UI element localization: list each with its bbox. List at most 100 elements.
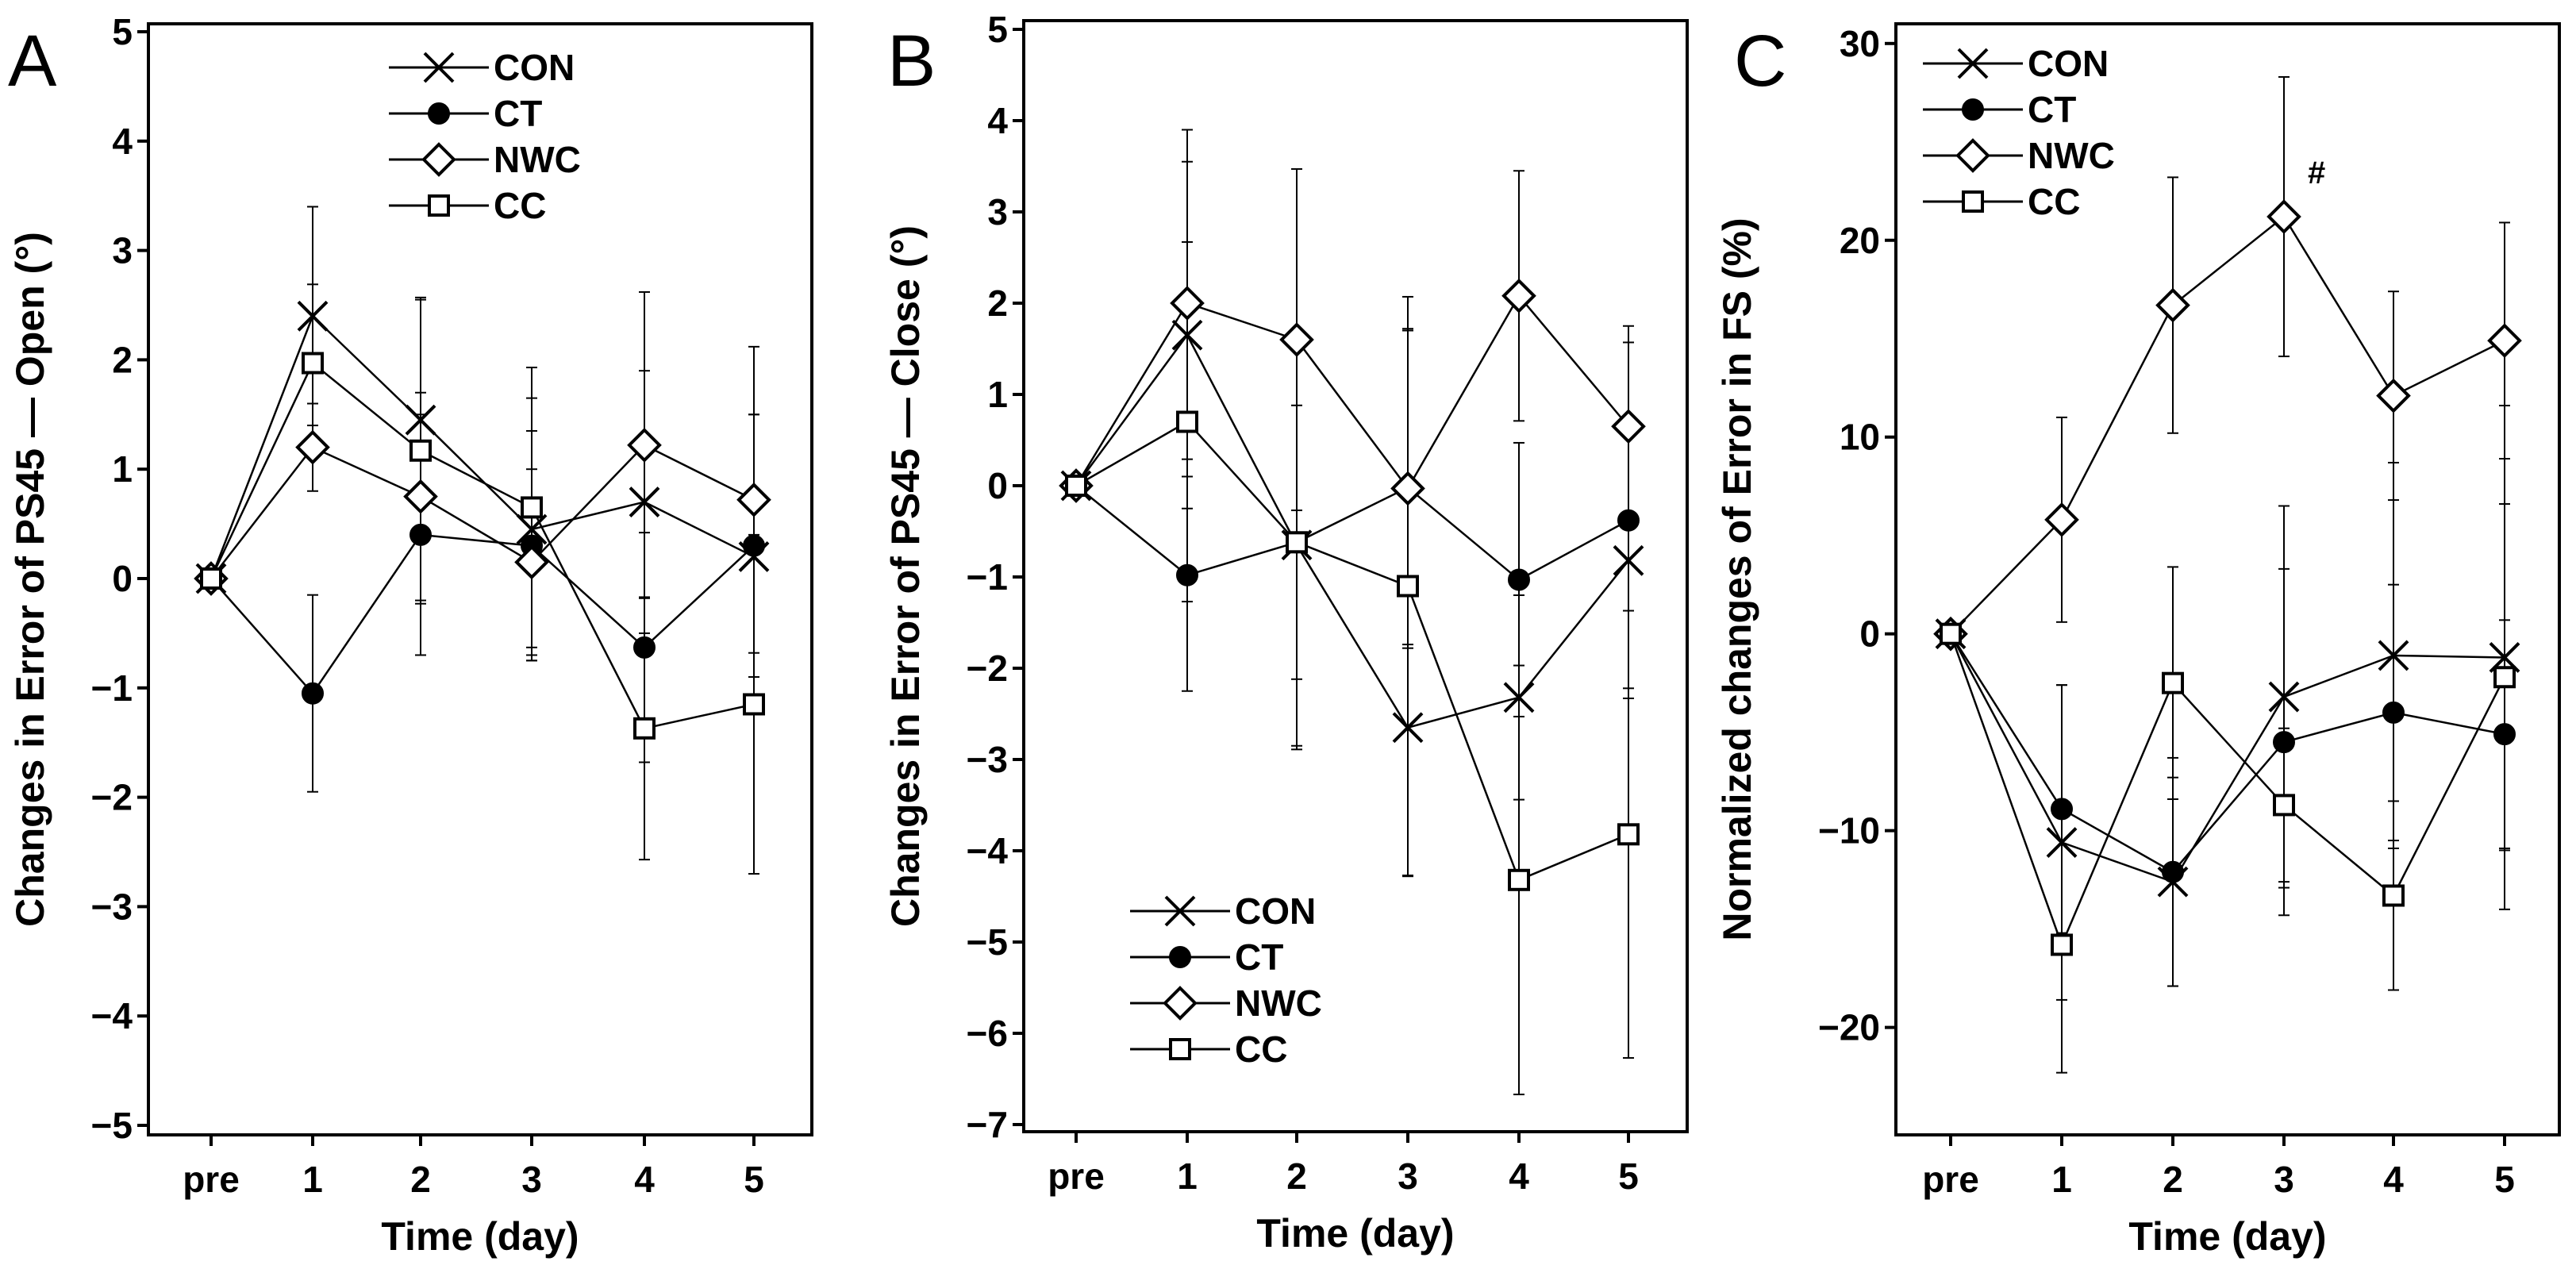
error-bars-con xyxy=(307,206,759,700)
series-line-cc xyxy=(1075,420,1629,882)
series-line-nwc xyxy=(1950,215,2505,635)
x-tick-label: 3 xyxy=(1398,1156,1418,1197)
y-axis-label: Changes in Error of PS45 — Close (°) xyxy=(883,225,928,927)
series-markers-con xyxy=(195,300,770,594)
y-tick-label: 1 xyxy=(987,374,1008,415)
y-axis-label: Changes in Error of PS45 — Open (°) xyxy=(8,232,52,927)
legend-label: CT xyxy=(494,93,542,134)
data-point-nwc xyxy=(2487,323,2522,359)
data-point-cc xyxy=(1286,531,1308,554)
legend-marker-nwc xyxy=(1163,986,1198,1021)
series-line-con xyxy=(1949,633,2505,883)
y-tick-label: −4 xyxy=(91,995,133,1036)
data-point-ct xyxy=(1617,509,1640,532)
x-tick-label: 3 xyxy=(521,1159,542,1200)
data-point-ct xyxy=(2273,731,2295,754)
data-point-nwc xyxy=(295,429,330,465)
x-tick-label: 1 xyxy=(302,1159,323,1200)
legend-label: CON xyxy=(1235,890,1316,932)
y-tick-label: −3 xyxy=(91,886,133,927)
data-point-nwc xyxy=(2044,502,2079,537)
x-tick-label: pre xyxy=(1048,1156,1105,1197)
y-tick-label: 10 xyxy=(1840,417,1880,458)
x-tick-label: 4 xyxy=(634,1159,655,1200)
data-point-nwc xyxy=(1501,278,1536,313)
data-point-con xyxy=(629,486,660,517)
x-tick-label: 5 xyxy=(1618,1156,1639,1197)
legend-label: CC xyxy=(2028,181,2080,222)
y-tick-label: −4 xyxy=(967,830,1009,871)
legend-marker-cc xyxy=(428,194,450,217)
series-markers-con xyxy=(1935,618,2520,898)
legend-marker-nwc xyxy=(1955,138,1990,173)
x-tick-label: 5 xyxy=(744,1159,764,1200)
data-point-nwc xyxy=(2266,199,2301,234)
data-point-ct xyxy=(302,682,324,705)
x-axis-label: Time (day) xyxy=(1256,1211,1454,1256)
data-point-cc xyxy=(2051,933,2073,956)
y-tick-label: 5 xyxy=(987,9,1008,50)
x-tick-label: 2 xyxy=(2163,1159,2183,1200)
data-point-ct xyxy=(1176,563,1198,586)
data-point-con xyxy=(297,300,329,332)
data-point-cc xyxy=(2273,794,2295,817)
legend-label: CC xyxy=(1235,1029,1287,1070)
data-point-con xyxy=(516,513,548,545)
legend: CON CT NWC CC xyxy=(389,47,581,226)
y-axis-label: Normalized changes of Error in FS (%) xyxy=(1715,217,1759,940)
legend-label: CON xyxy=(494,47,575,88)
x-tick-label: pre xyxy=(183,1159,240,1200)
x-tick-label: 2 xyxy=(1286,1156,1307,1197)
data-point-cc xyxy=(409,439,432,462)
legend-marker-cc xyxy=(1169,1038,1191,1060)
y-tick-label: −7 xyxy=(967,1104,1008,1145)
series-line-con xyxy=(1075,333,1629,729)
panel-letter: C xyxy=(1734,21,1786,102)
x-axis-label: Time (day) xyxy=(381,1214,579,1259)
legend-marker-ct xyxy=(1962,98,1984,121)
y-tick-label: 5 xyxy=(112,11,133,52)
y-tick-label: 30 xyxy=(1840,23,1880,64)
y-tick-label: 0 xyxy=(1859,613,1880,655)
legend-marker-ct xyxy=(428,102,450,125)
data-point-nwc xyxy=(514,544,549,580)
y-tick-label: 3 xyxy=(112,230,133,271)
legend-label: NWC xyxy=(494,139,581,180)
data-point-nwc xyxy=(2155,287,2190,323)
legend-marker-con xyxy=(1957,48,1989,79)
y-tick-label: −3 xyxy=(967,739,1008,780)
data-point-cc xyxy=(2162,671,2184,694)
data-point-nwc xyxy=(1390,471,1425,506)
legend-marker-cc xyxy=(1962,190,1984,213)
series-markers-nwc xyxy=(1059,278,1646,506)
series-markers-nwc xyxy=(1933,199,2522,652)
y-tick-label: 1 xyxy=(112,448,133,490)
y-tick-label: −1 xyxy=(967,556,1008,598)
x-axis-label: Time (day) xyxy=(2128,1214,2326,1259)
data-point-ct xyxy=(409,523,432,546)
legend-marker-nwc xyxy=(421,142,456,177)
x-tick-label: 3 xyxy=(2274,1159,2294,1200)
data-point-cc xyxy=(521,496,543,519)
legend-label: CC xyxy=(494,185,546,226)
y-tick-label: −5 xyxy=(967,921,1008,963)
y-tick-label: −1 xyxy=(91,667,133,709)
data-point-nwc xyxy=(1279,322,1314,357)
series-line-ct xyxy=(210,533,755,695)
data-point-cc xyxy=(633,717,656,740)
legend-label: NWC xyxy=(1235,983,1322,1024)
x-tick-label: 1 xyxy=(1177,1156,1198,1197)
data-point-con xyxy=(2046,827,2078,858)
data-point-con xyxy=(1392,712,1424,744)
x-tick-label: 2 xyxy=(410,1159,431,1200)
y-tick-label: −5 xyxy=(91,1105,133,1146)
data-point-con xyxy=(1613,544,1644,576)
data-point-ct xyxy=(743,534,765,557)
data-point-con xyxy=(2378,640,2409,671)
data-point-nwc xyxy=(736,482,771,517)
series-line-cc xyxy=(210,361,755,730)
legend-marker-con xyxy=(1164,895,1196,927)
legend-label: CON xyxy=(2028,43,2109,84)
